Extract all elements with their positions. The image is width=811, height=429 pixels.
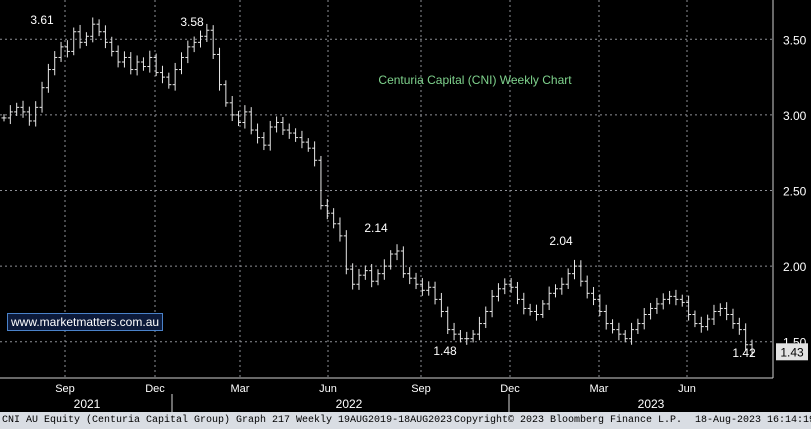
x-month-label: Mar: [231, 383, 250, 395]
last-price-box: [776, 343, 808, 361]
price-annotation: 2.14: [364, 221, 388, 235]
footer-bar: CNI AU Equity (Centuria Capital Group) G…: [0, 412, 811, 429]
x-year-label: 2021: [74, 397, 101, 411]
x-month-label: Sep: [55, 383, 75, 395]
x-month-label: Sep: [411, 383, 431, 395]
y-tick-label: 3.00: [783, 109, 807, 123]
footer-copyright: Copyright© 2023 Bloomberg Finance L.P.: [454, 415, 683, 426]
y-tick-label: 2.00: [783, 260, 807, 274]
chart-title: Centuria Capital (CNI) Weekly Chart: [378, 73, 572, 87]
y-tick-label: 3.50: [783, 33, 807, 47]
x-month-label: Dec: [145, 383, 165, 395]
x-month-label: Dec: [500, 383, 520, 395]
price-annotation: 3.58: [180, 15, 204, 29]
price-annotation: 1.48: [433, 344, 457, 358]
x-month-label: Jun: [678, 383, 696, 395]
price-annotation: 3.61: [30, 13, 54, 27]
last-price-label: 1.43: [780, 345, 804, 359]
footer-security: CNI AU Equity (Centuria Capital Group) G…: [2, 415, 453, 426]
price-annotation: 1.42: [732, 346, 756, 360]
x-year-label: 2022: [336, 397, 363, 411]
x-month-label: Jun: [319, 383, 337, 395]
y-tick-label: 2.50: [783, 185, 807, 199]
x-year-label: 2023: [638, 397, 665, 411]
brand-watermark: www.marketmatters.com.au: [7, 313, 164, 331]
price-annotation: 2.04: [549, 234, 573, 248]
x-month-label: Mar: [590, 383, 609, 395]
footer-timestamp: 18-Aug-2023 16:14:19: [695, 415, 811, 426]
